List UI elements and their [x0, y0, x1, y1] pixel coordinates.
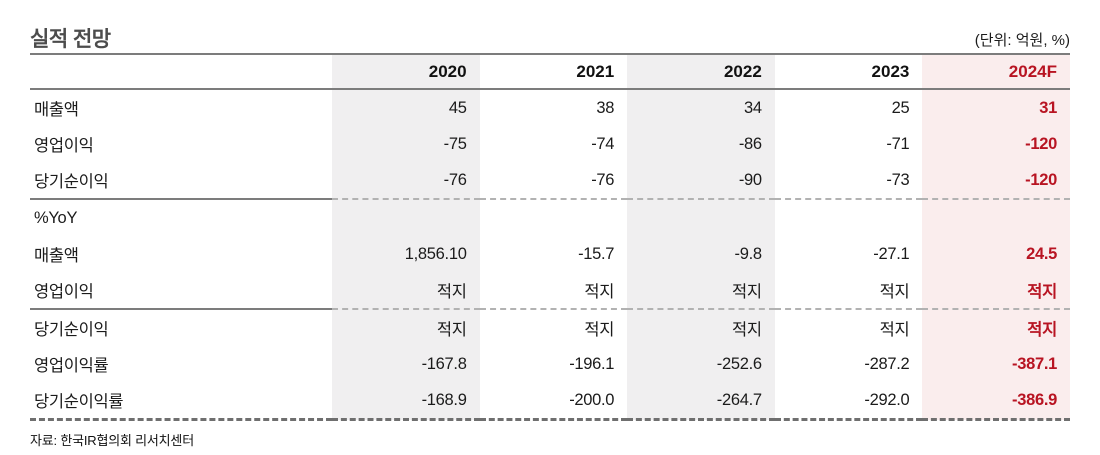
cell-value: 적지 — [332, 272, 480, 310]
col-header-2022: 2022 — [627, 53, 775, 90]
cell-value-forecast: 적지 — [922, 272, 1070, 310]
cell-value: -75 — [332, 126, 480, 162]
cell-value: -86 — [627, 126, 775, 162]
earnings-forecast-table: 2020 2021 2022 2023 2024F 매출액 45 38 34 2… — [30, 53, 1070, 421]
table-row: 영업이익 적지 적지 적지 적지 적지 — [30, 272, 1070, 310]
table-row: 당기순이익률 -168.9 -200.0 -264.7 -292.0 -386.… — [30, 382, 1070, 421]
cell-empty — [922, 199, 1070, 236]
cell-value: 적지 — [627, 309, 775, 346]
table-row: 매출액 1,856.10 -15.7 -9.8 -27.1 24.5 — [30, 236, 1070, 272]
table-header-bar: 실적 전망 (단위: 억원, %) — [30, 0, 1070, 53]
cell-value: 1,856.10 — [332, 236, 480, 272]
cell-value: -287.2 — [864, 354, 910, 373]
cell-empty — [775, 199, 923, 236]
row-label: 당기순이익 — [34, 321, 109, 339]
cell-value: -76 — [332, 162, 480, 200]
cell-empty — [627, 199, 775, 236]
table-row: 당기순이익 -76 -76 -90 -73 -120 — [30, 162, 1070, 200]
row-label: 매출액 — [34, 101, 79, 119]
col-header-blank — [30, 53, 332, 90]
row-label: 영업이익 — [34, 137, 94, 155]
cell-value: -200.0 — [479, 382, 628, 421]
cell-value: -9.8 — [627, 236, 775, 272]
unit-note: (단위: 억원, %) — [974, 32, 1070, 49]
cell-value-forecast: -120 — [922, 162, 1070, 200]
cell-value: -73 — [774, 162, 923, 200]
cell-value-forecast: -387.1 — [922, 346, 1070, 382]
cell-value: -15.7 — [578, 244, 615, 263]
cell-value-forecast: 31 — [922, 89, 1070, 126]
row-label: 당기순이익 — [30, 162, 332, 200]
cell-value: 적지 — [332, 309, 480, 346]
cell-value: 적지 — [879, 321, 910, 339]
cell-value: 적지 — [584, 321, 615, 339]
cell-value-forecast: 24.5 — [922, 236, 1070, 272]
cell-value: 25 — [891, 98, 910, 117]
cell-value: -74 — [591, 134, 615, 153]
row-label: 영업이익률 — [34, 357, 109, 375]
table-row: 당기순이익 적지 적지 적지 적지 적지 — [30, 309, 1070, 346]
cell-value: 적지 — [774, 272, 923, 310]
cell-value: 적지 — [479, 272, 628, 310]
cell-value: 45 — [332, 89, 480, 126]
section-label: %YoY — [34, 208, 78, 227]
cell-value: -27.1 — [873, 244, 910, 263]
cell-empty — [332, 199, 480, 236]
table-row-section-yoy: %YoY — [30, 199, 1070, 236]
cell-value: 38 — [596, 98, 615, 117]
page-title: 실적 전망 — [30, 28, 111, 51]
cell-value: -90 — [627, 162, 775, 200]
cell-value-forecast: -386.9 — [922, 382, 1070, 421]
cell-value-forecast: 적지 — [922, 309, 1070, 346]
source-note: 자료: 한국IR협의회 리서치센터 — [30, 433, 194, 448]
cell-value: -168.9 — [332, 382, 480, 421]
table-row: 영업이익률 -167.8 -196.1 -252.6 -287.2 -387.1 — [30, 346, 1070, 382]
cell-value: -292.0 — [774, 382, 923, 421]
row-label: 영업이익 — [30, 272, 332, 310]
cell-value: -264.7 — [627, 382, 775, 421]
cell-value-forecast: -120 — [922, 126, 1070, 162]
col-header-2024f: 2024F — [922, 53, 1070, 90]
cell-value: -71 — [886, 134, 910, 153]
cell-value: -167.8 — [332, 346, 480, 382]
cell-value: 34 — [627, 89, 775, 126]
column-header-row: 2020 2021 2022 2023 2024F — [30, 53, 1070, 90]
cell-value: -196.1 — [569, 354, 615, 373]
table-row: 영업이익 -75 -74 -86 -71 -120 — [30, 126, 1070, 162]
col-header-2021: 2021 — [479, 53, 628, 90]
cell-empty — [480, 199, 628, 236]
row-label: 당기순이익률 — [30, 382, 332, 421]
cell-value: 적지 — [627, 272, 775, 310]
row-label: 매출액 — [34, 247, 79, 265]
col-header-2023: 2023 — [774, 53, 923, 90]
cell-value: -76 — [479, 162, 628, 200]
col-header-2020: 2020 — [332, 53, 480, 90]
cell-value: -252.6 — [627, 346, 775, 382]
table-row: 매출액 45 38 34 25 31 — [30, 89, 1070, 126]
